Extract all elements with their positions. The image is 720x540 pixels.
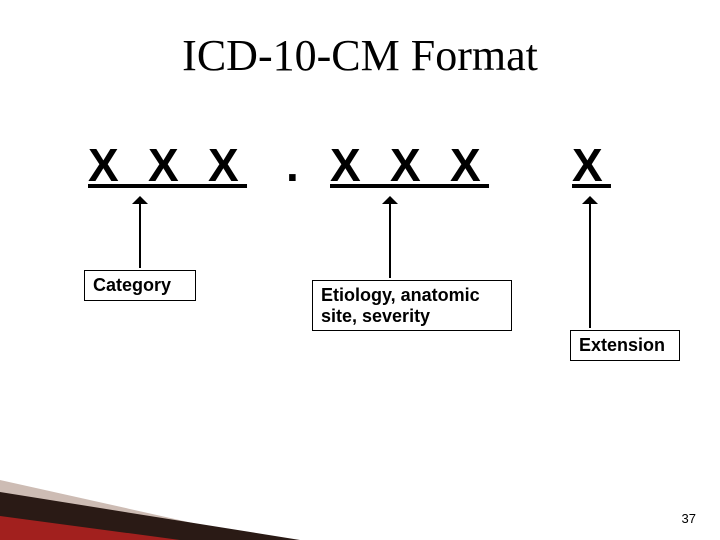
label-etiology: Etiology, anatomic site, severity [312,280,512,331]
label-extension: Extension [570,330,680,361]
arrow-head-icon [132,196,148,204]
slide-title: ICD-10-CM Format [0,30,720,81]
code-part-1: X X X [88,138,247,192]
swoosh-decoration [0,420,300,540]
code-part-2: X X X [330,138,489,192]
code-part-3: X [572,138,611,192]
label-category: Category [84,270,196,301]
code-part-2-text: X X X [330,139,489,191]
arrow-shaft [139,204,141,268]
slide: { "title": { "text": "ICD-10-CM Format",… [0,0,720,540]
arrow-shaft [589,204,591,328]
page-number: 37 [682,511,696,526]
code-dot: . [286,138,299,192]
code-part-1-text: X X X [88,139,247,191]
code-part-3-text: X [572,139,611,191]
arrow-head-icon [382,196,398,204]
arrow-shaft [389,204,391,278]
arrow-head-icon [582,196,598,204]
